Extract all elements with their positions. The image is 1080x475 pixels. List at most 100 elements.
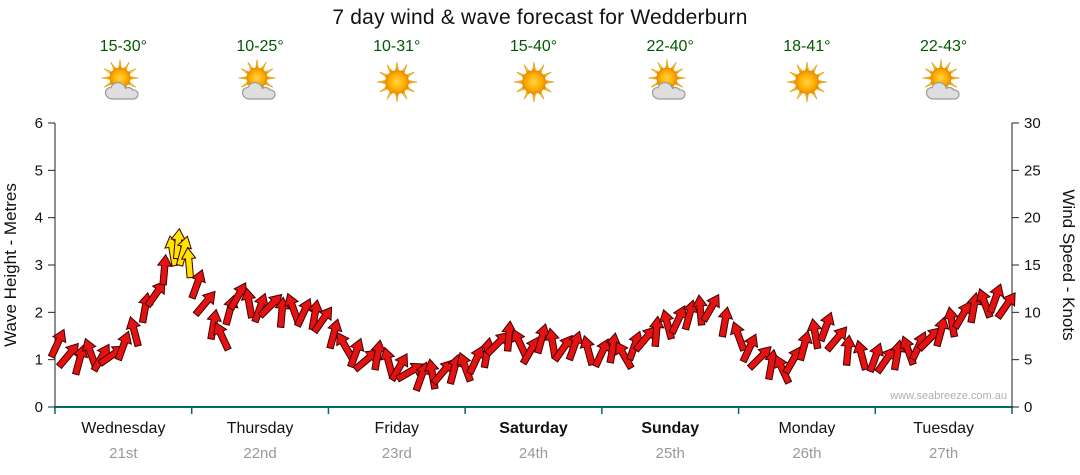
wind-arrow xyxy=(986,283,1005,314)
wind-arrow xyxy=(456,351,474,383)
sun-icon xyxy=(513,61,554,103)
wind-arrow xyxy=(866,342,884,374)
day-name-label: Sunday xyxy=(641,420,699,437)
day-name-label: Thursday xyxy=(227,420,294,437)
sun-ray xyxy=(675,81,684,88)
wind-arrow xyxy=(293,297,313,328)
sun-ray xyxy=(805,93,809,103)
sun-disc xyxy=(521,70,546,94)
left-axis-tick-label: 4 xyxy=(35,210,43,227)
day-date-label: 24th xyxy=(519,445,548,462)
day-temperature-range: 15-40° xyxy=(509,38,558,55)
right-axis-title: Wind Speed - Knots xyxy=(1059,189,1078,340)
day-temperature-range: 10-31° xyxy=(373,38,421,55)
day-date-label: 26th xyxy=(792,445,821,462)
wind-arrow xyxy=(114,330,133,362)
day-date-label: 27th xyxy=(929,445,958,462)
day-date-label: 21st xyxy=(109,445,138,462)
wind-arrow xyxy=(311,306,333,335)
wind-arrow xyxy=(615,341,635,371)
wind-arrow xyxy=(180,246,197,279)
wind-arrow xyxy=(72,344,89,376)
sun-ray xyxy=(545,80,554,84)
sun-ray xyxy=(786,80,796,84)
wind-arrow xyxy=(933,315,950,348)
sun-ray xyxy=(101,76,111,80)
sun-ray xyxy=(651,81,660,88)
wind-arrow xyxy=(175,235,193,267)
wind-arrow xyxy=(47,328,67,359)
sun-ray xyxy=(924,68,933,75)
day-summary-sunday: 22-40° xyxy=(610,38,730,103)
day-date-label: 25th xyxy=(656,445,685,462)
wind-arrow xyxy=(388,353,409,383)
wind-arrow xyxy=(773,354,793,385)
sun-ray xyxy=(265,81,274,88)
day-summary-tuesday: 22-43° xyxy=(884,38,1004,103)
sun-cloud-icon xyxy=(238,59,276,100)
wind-arrow xyxy=(994,292,1016,321)
sun-ray xyxy=(240,81,250,88)
day-name-label: Saturday xyxy=(499,420,568,437)
wind-arrow xyxy=(188,268,206,300)
right-axis-tick-label: 30 xyxy=(1024,115,1041,132)
wind-arrow xyxy=(817,311,835,343)
sun-ray xyxy=(531,93,536,103)
left-axis-tick-label: 3 xyxy=(35,257,43,274)
sun-ray xyxy=(924,81,933,88)
sun-ray xyxy=(513,80,522,84)
sun-ray xyxy=(128,81,137,88)
wind-arrow xyxy=(192,290,216,318)
sun-disc xyxy=(795,70,819,94)
sun-ray xyxy=(110,61,117,70)
day-temperature-range: 15-30° xyxy=(99,38,147,55)
wind-arrow xyxy=(213,321,232,352)
day-temperature-range: 10-25° xyxy=(236,38,284,55)
sun-ray xyxy=(651,68,660,75)
sun-ray xyxy=(394,93,399,103)
wind-arrow xyxy=(125,315,142,348)
sun-ray xyxy=(128,68,137,75)
sun-ray xyxy=(948,68,957,75)
wind-arrow xyxy=(729,321,748,352)
wind-arrow xyxy=(700,293,720,323)
wind-arrow xyxy=(648,315,665,348)
wind-arrow xyxy=(717,306,734,338)
wind-arrow xyxy=(395,362,425,383)
sun-ray xyxy=(818,80,827,84)
day-temperature-range: 18-41° xyxy=(783,38,831,55)
left-axis-title: Wave Height - Metres xyxy=(1,183,20,347)
right-axis-tick-label: 20 xyxy=(1024,210,1041,227)
sun-ray xyxy=(950,76,960,80)
cloud-icon xyxy=(925,81,960,100)
right-axis-tick-label: 15 xyxy=(1024,257,1041,274)
wind-arrow xyxy=(326,318,343,350)
left-axis-tick-label: 0 xyxy=(35,399,43,416)
sun-ray xyxy=(240,68,250,75)
sun-ray xyxy=(394,61,399,71)
wind-arrow xyxy=(853,339,870,371)
right-axis-tick-label: 10 xyxy=(1024,304,1041,321)
wind-arrow xyxy=(840,334,857,366)
day-summary-monday: 18-41° xyxy=(747,38,867,103)
left-axis-tick-label: 6 xyxy=(35,115,43,132)
sun-ray xyxy=(805,61,809,71)
right-axis-tick-label: 5 xyxy=(1024,352,1032,369)
sun-ray xyxy=(118,59,122,68)
sun-cloud-icon xyxy=(922,59,960,100)
wind-arrow xyxy=(156,253,173,286)
wind-arrow xyxy=(240,287,257,319)
sun-ray xyxy=(948,81,957,88)
sun-ray xyxy=(939,59,943,68)
wind-arrow xyxy=(796,330,813,362)
day-temperature-range: 22-43° xyxy=(919,38,968,55)
sun-ray xyxy=(931,61,937,70)
wind-arrow xyxy=(579,334,596,367)
sun-ray xyxy=(677,76,686,80)
sun-icon xyxy=(786,61,827,103)
sun-ray xyxy=(260,61,267,70)
day-name-label: Monday xyxy=(778,420,835,437)
sun-ray xyxy=(670,61,677,70)
sun-ray xyxy=(648,76,658,80)
